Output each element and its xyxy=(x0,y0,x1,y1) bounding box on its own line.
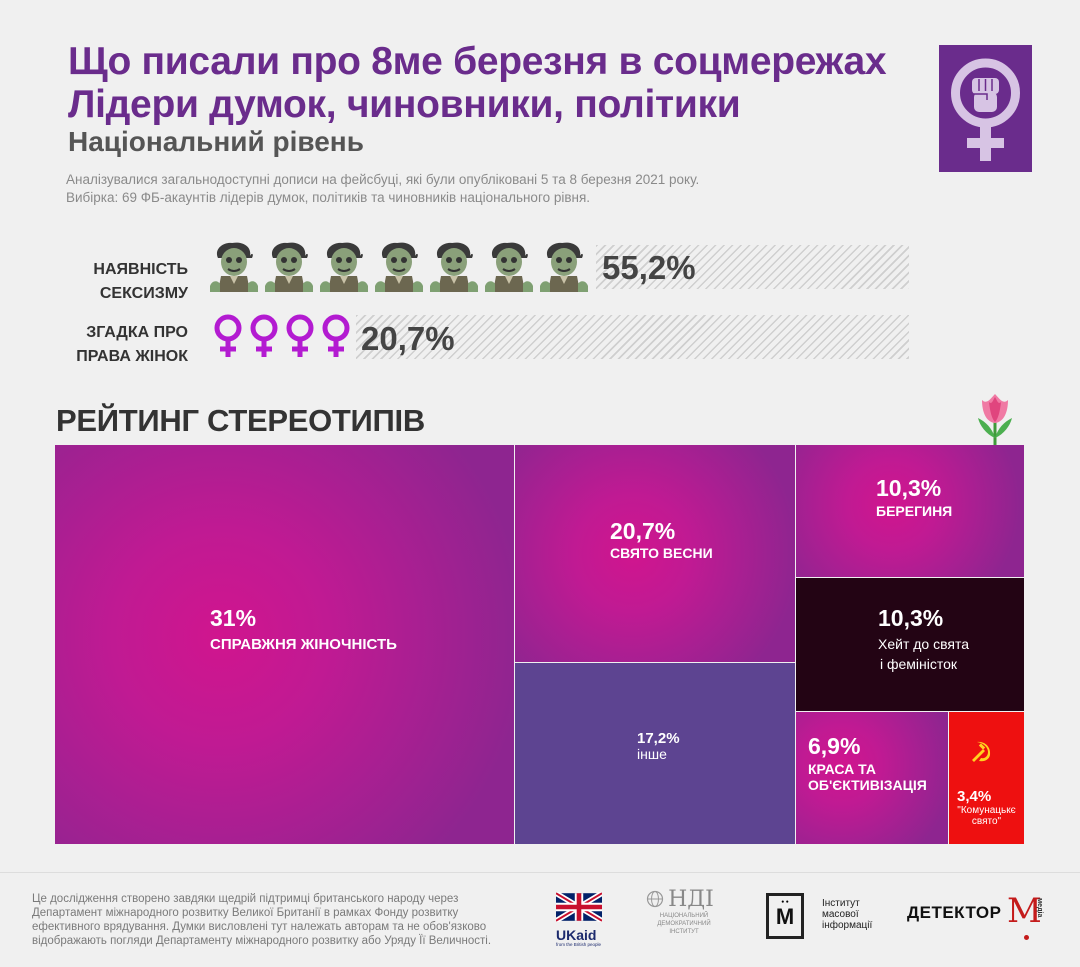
tile-communist-label: "Комунацькє свято" xyxy=(949,805,1024,827)
tile-hate: 10,3% Хейт до свята і феміністок xyxy=(796,578,1024,711)
tile-hate-label-line-1: Хейт до свята xyxy=(878,636,969,652)
tile-berehynia-value: 10,3% xyxy=(876,475,942,501)
tile-beauty-label-line-2: ОБ'ЄКТИВІЗАЦІЯ xyxy=(808,777,927,793)
sexism-label-line-2: СЕКСИЗМУ xyxy=(99,285,188,302)
title-line-2: Лідери думок, чиновники, політики xyxy=(68,83,741,126)
sexism-hatch-bar xyxy=(596,245,909,289)
tile-true-femininity: 31% СПРАВЖНЯ ЖІНОЧНІСТЬ xyxy=(55,445,514,844)
methodology-note: Аналізувалися загальнодоступні дописи на… xyxy=(66,171,699,207)
tile-hate-value: 10,3% xyxy=(878,605,944,631)
imi-logo: ● ● М xyxy=(766,893,804,939)
tile-berehynia-label: БЕРЕГИНЯ xyxy=(876,503,953,519)
tile-beauty: 6,9% КРАСА ТА ОБ'ЄКТИВІЗАЦІЯ xyxy=(796,712,948,844)
venus-icon xyxy=(246,313,282,359)
footer-line-3: ефективного врядування. Думки висловлені… xyxy=(32,921,487,933)
rights-label-line-2: ПРАВА ЖІНОК xyxy=(76,348,188,365)
zombie-icon xyxy=(318,240,370,294)
imi-line-3: інформації xyxy=(822,920,873,931)
tile-other: 17,2% інше xyxy=(515,663,795,844)
page-subtitle: Національний рівень xyxy=(68,126,364,157)
tile-spring-holiday-label: СВЯТО ВЕСНИ xyxy=(610,545,713,561)
tile-other-label: інше xyxy=(637,746,667,762)
footer-line-1: Це дослідження створено завдяки щедрій п… xyxy=(32,893,459,905)
note-line-1: Аналізувалися загальнодоступні дописи на… xyxy=(66,172,700,187)
globe-icon xyxy=(646,890,664,908)
detector-dot xyxy=(1024,935,1029,940)
tile-communist-label-line-1: "Комунацькє xyxy=(957,805,1016,816)
ukaid-sub: from the British people xyxy=(556,942,602,947)
tile-communist: 3,4% "Комунацькє свято" xyxy=(949,712,1024,844)
title-line-1: Що писали про 8ме березня в соцмережах xyxy=(68,40,887,83)
feminist-fist-icon xyxy=(951,58,1020,161)
sexism-label-line-1: НАЯВНІСТЬ xyxy=(93,261,188,278)
ukaid-label: UKaid xyxy=(556,927,597,943)
tulip-icon xyxy=(978,394,1012,447)
tile-spring-holiday-value: 20,7% xyxy=(610,518,676,544)
venus-icon xyxy=(210,313,246,359)
womens-rights-hatch-bar xyxy=(356,315,909,359)
imi-line-1: Інститут xyxy=(822,898,860,909)
ndi-logo: НДІ НАЦІОНАЛЬНИЙ ДЕМОКРАТИЧНИЙ ІНСТИТУТ xyxy=(644,888,724,944)
page-title: Що писали про 8ме березня в соцмережах Л… xyxy=(68,40,918,126)
zombie-icon xyxy=(538,240,590,294)
ndi-sub-2: ДЕМОКРАТИЧНИЙ xyxy=(657,921,711,927)
tile-communist-label-line-2: свято" xyxy=(971,816,1002,827)
tile-true-femininity-value: 31% xyxy=(210,605,257,631)
footer-line-2: Департамент міжнародного розвитку Велико… xyxy=(32,907,459,919)
detector-media-sub: медіа xyxy=(1036,898,1043,918)
ndi-logo-text: НДІ xyxy=(668,887,714,912)
zombie-icon xyxy=(483,240,535,294)
imi-line-2: масової xyxy=(822,909,859,920)
rights-label-line-1: ЗГАДКА ПРО xyxy=(86,324,188,341)
tile-true-femininity-label: СПРАВЖНЯ ЖІНОЧНІСТЬ xyxy=(210,636,397,653)
tile-beauty-label: КРАСА ТА ОБ'ЄКТИВІЗАЦІЯ xyxy=(808,761,927,793)
zombie-icon xyxy=(263,240,315,294)
tile-hate-label: Хейт до свята і феміністок xyxy=(878,634,969,674)
zombie-icon xyxy=(428,240,480,294)
ndi-sub-1: НАЦІОНАЛЬНИЙ xyxy=(659,913,709,919)
feminism-logo xyxy=(939,45,1032,172)
tile-other-value: 17,2% xyxy=(637,730,680,747)
tile-beauty-value: 6,9% xyxy=(808,733,861,759)
rating-title: РЕЙТИНГ СТЕРЕОТИПІВ xyxy=(56,403,425,438)
venus-icon xyxy=(318,313,354,359)
sexism-metric-label: НАЯВНІСТЬ СЕКСИЗМУ xyxy=(68,258,188,306)
tile-beauty-label-line-1: КРАСА ТА xyxy=(808,761,876,777)
imi-dots-icon: ● ● xyxy=(781,899,789,905)
tile-spring-holiday: 20,7% СВЯТО ВЕСНИ xyxy=(515,445,795,662)
womens-rights-value: 20,7% xyxy=(361,320,455,357)
footer-disclaimer: Це дослідження створено завдяки щедрій п… xyxy=(32,892,532,948)
womens-rights-metric-label: ЗГАДКА ПРО ПРАВА ЖІНОК xyxy=(68,321,188,369)
hammer-sickle-icon xyxy=(972,741,991,762)
imi-letter: М xyxy=(775,904,795,929)
tile-communist-value: 3,4% xyxy=(957,788,992,805)
detector-m-letter: М xyxy=(1007,891,1042,931)
note-line-2: Вибірка: 69 ФБ-акаунтів лідерів думок, п… xyxy=(66,190,591,205)
detector-media-label: ДЕТЕКТОР xyxy=(907,903,1002,922)
sexism-value: 55,2% xyxy=(602,249,696,286)
footer-divider xyxy=(0,872,1080,873)
tile-hate-label-line-2: і феміністок xyxy=(880,656,958,672)
zombie-icon xyxy=(373,240,425,294)
zombie-icon xyxy=(208,240,260,294)
union-jack-icon xyxy=(554,890,604,924)
tile-berehynia: 10,3% БЕРЕГИНЯ xyxy=(796,445,1024,577)
venus-icon xyxy=(282,313,318,359)
imi-text: Інститут масової інформації xyxy=(822,898,872,931)
ukaid-logo: UKaid from the British people xyxy=(554,890,604,947)
ndi-sub-3: ІНСТИТУТ xyxy=(669,929,699,935)
footer-line-4: відображають погляди Департаменту міжнар… xyxy=(32,935,492,947)
